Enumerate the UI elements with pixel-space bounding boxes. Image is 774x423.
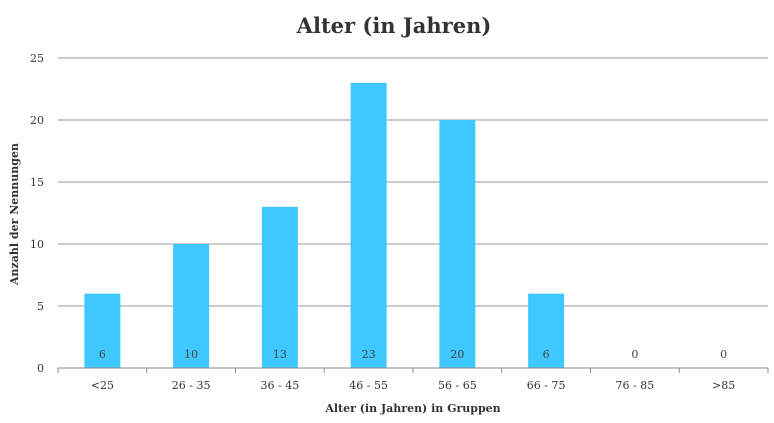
y-tick-label: 5 [37, 300, 44, 313]
bar-value-label: 10 [184, 348, 198, 361]
x-tick-label: 76 - 85 [616, 379, 655, 392]
x-tick-label: 36 - 45 [261, 379, 300, 392]
bars [84, 82, 565, 369]
x-tick-label: >85 [712, 379, 735, 392]
bar [173, 244, 210, 368]
y-axis-ticks: 0 5 10 15 20 25 [30, 52, 44, 375]
chart-title: Alter (in Jahren) [296, 13, 492, 38]
bar [84, 293, 121, 368]
x-tick-label: 56 - 65 [438, 379, 477, 392]
bar-value-label: 23 [362, 348, 376, 361]
y-tick-label: 20 [30, 114, 44, 127]
bar-value-label: 0 [720, 348, 727, 361]
bar-value-label: 20 [450, 348, 464, 361]
y-tick-label: 0 [37, 362, 44, 375]
bar [439, 120, 476, 368]
x-tick-label: 66 - 75 [527, 379, 566, 392]
y-tick-label: 25 [30, 52, 44, 65]
bar-value-label: 6 [543, 348, 550, 361]
x-tick-label: 26 - 35 [172, 379, 211, 392]
y-tick-label: 10 [30, 238, 44, 251]
y-axis-label: Anzahl der Nennungen [8, 143, 21, 286]
bar-value-label: 13 [273, 348, 287, 361]
bar [528, 293, 565, 368]
x-axis-label: Alter (in Jahren) in Gruppen [324, 402, 500, 415]
y-tick-label: 15 [30, 176, 44, 189]
x-tick-label: 46 - 55 [349, 379, 388, 392]
bar-value-label: 6 [99, 348, 106, 361]
data-labels: 6 10 13 23 20 6 0 0 [99, 348, 727, 361]
x-axis-ticks: <25 26 - 35 36 - 45 46 - 55 56 - 65 66 - 75 76… [57, 368, 769, 392]
gridlines [58, 57, 768, 307]
bar-value-label: 0 [631, 348, 638, 361]
bar [261, 206, 298, 368]
x-tick-label: <25 [91, 379, 114, 392]
bar [350, 82, 387, 369]
